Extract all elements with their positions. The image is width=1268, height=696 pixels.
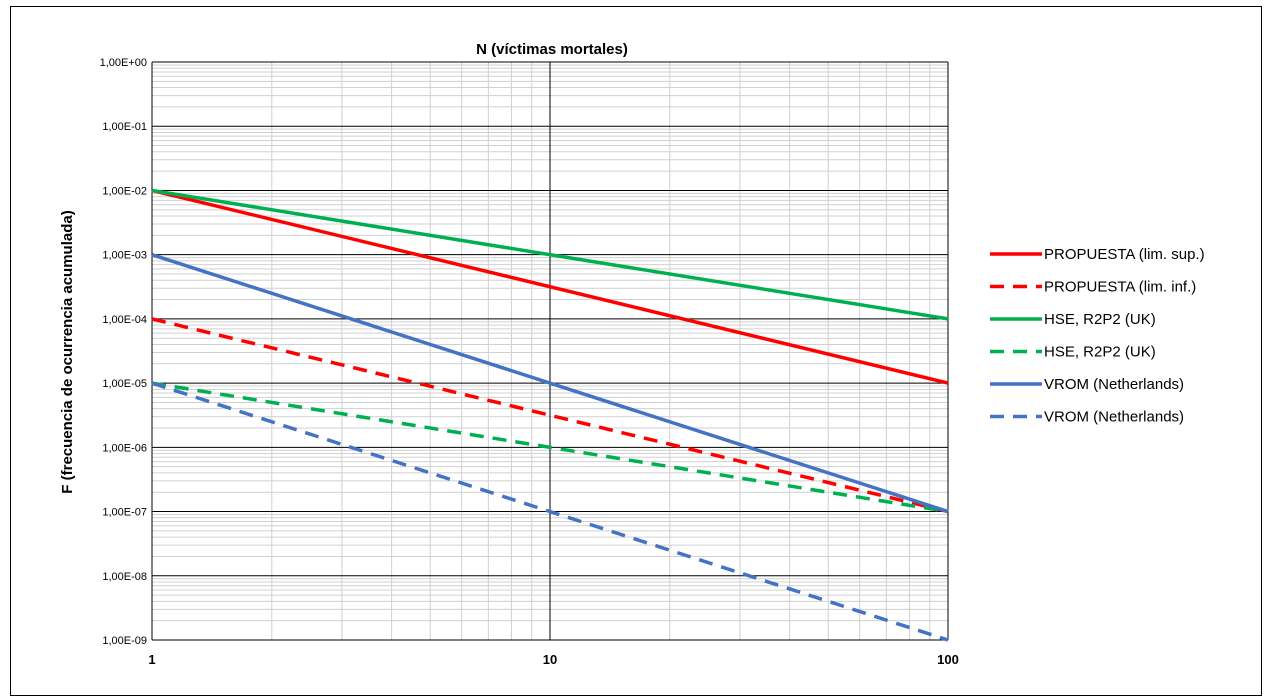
- y-tick-label: 1,00E-02: [102, 185, 147, 197]
- y-tick-label: 1,00E-07: [102, 507, 147, 519]
- legend-label-5: VROM (Netherlands): [1044, 376, 1184, 393]
- series-line-1: [151, 188, 949, 385]
- y-tick-label: 1,00E+00: [100, 57, 147, 69]
- y-tick-label: 1,00E-09: [102, 635, 147, 647]
- legend-label-4: HSE, R2P2 (UK): [1044, 344, 1156, 361]
- y-tick-label: 1,00E-03: [102, 250, 147, 262]
- series-line-3: [151, 188, 949, 321]
- y-tick-label: 1,00E-01: [102, 121, 147, 133]
- series-line-5: [151, 253, 949, 514]
- y-tick-label: 1,00E-06: [102, 442, 147, 454]
- y-axis-label: F (frecuencia de ocurrencia acumulada): [59, 210, 76, 493]
- series-line-6: [151, 381, 949, 642]
- y-tick-label: 1,00E-08: [102, 571, 147, 583]
- legend: PROPUESTA (lim. sup.) PROPUESTA (lim. inf…: [990, 246, 1205, 426]
- y-tick-label: 1,00E-05: [102, 378, 147, 390]
- legend-label-6: VROM (Netherlands): [1044, 409, 1184, 426]
- legend-label-2: PROPUESTA (lim. inf.): [1044, 279, 1196, 296]
- x-tick-labels: 1 10 100: [148, 652, 958, 667]
- series-line-4: [151, 381, 949, 514]
- y-tick-label: 1,00E-04: [102, 314, 147, 326]
- series-lines: [151, 188, 949, 642]
- y-tick-labels: 1,00E+00 1,00E-01 1,00E-02 1,00E-03 1,00E-04…: [100, 57, 147, 647]
- legend-label-1: PROPUESTA (lim. sup.): [1044, 246, 1205, 263]
- x-tick-label: 10: [543, 652, 557, 667]
- legend-label-3: HSE, R2P2 (UK): [1044, 311, 1156, 328]
- x-tick-label: 100: [937, 652, 959, 667]
- chart-title: N (víctimas mortales): [476, 41, 628, 58]
- x-tick-label: 1: [148, 652, 155, 667]
